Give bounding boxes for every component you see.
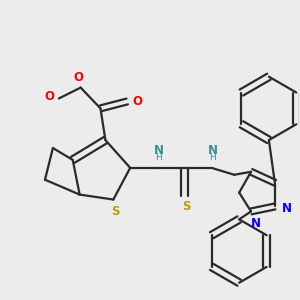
Text: H: H [155, 153, 162, 162]
Text: O: O [132, 95, 142, 108]
Text: O: O [44, 90, 54, 103]
Text: S: S [182, 200, 191, 213]
Text: S: S [111, 205, 120, 218]
Text: N: N [154, 143, 164, 157]
Text: N: N [251, 217, 261, 230]
Text: N: N [282, 202, 292, 215]
Text: O: O [74, 71, 84, 84]
Text: N: N [207, 143, 218, 157]
Text: H: H [209, 153, 216, 162]
